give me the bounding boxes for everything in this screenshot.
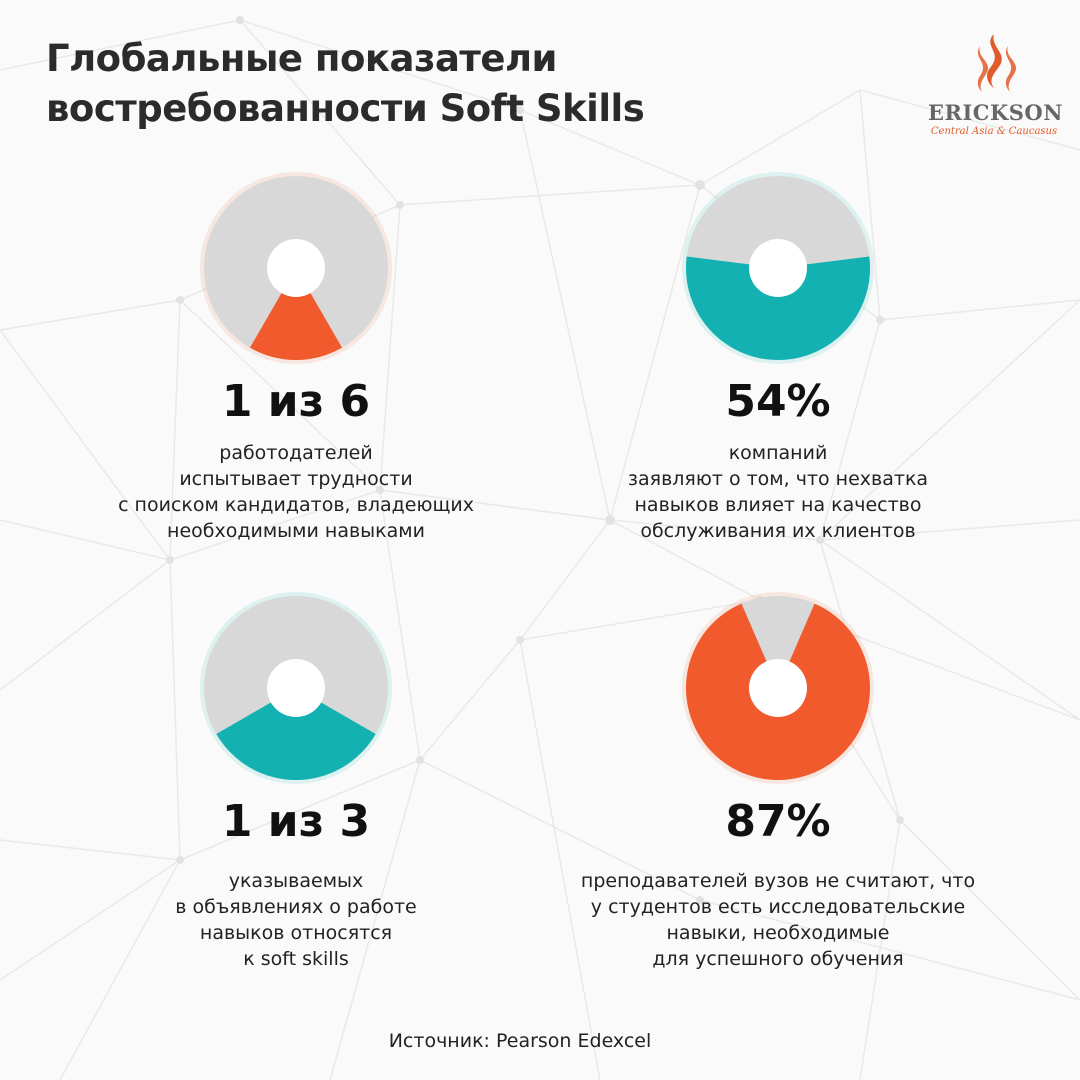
donut-hole <box>749 239 807 297</box>
title-line-1: Глобальные показатели <box>46 37 558 80</box>
description-line: навыков влияет на качество <box>634 494 922 516</box>
stat-description: указываемых в объявлениях о работе навык… <box>76 868 516 972</box>
description-line: преподавателей вузов не считают, что <box>580 870 976 892</box>
stat-job-ads: 1 из 3 указываемых в объявлениях о работ… <box>76 592 516 972</box>
value-slice <box>216 688 376 781</box>
description-line: указываемых <box>228 870 364 892</box>
donut-hole <box>267 239 325 297</box>
donut-hole <box>749 659 807 717</box>
value-slice <box>686 256 870 361</box>
description-line: навыки, необходимые <box>666 922 890 944</box>
description-line: в объявлениях о работе <box>175 896 417 918</box>
stat-employers: 1 из 6 работодателей испытывает трудност… <box>76 172 516 544</box>
title-line-2: востребованности Soft Skills <box>46 87 645 130</box>
logo-tagline: Central Asia & Caucasus <box>930 126 1058 137</box>
donut-hole <box>267 659 325 717</box>
description-line: у студентов есть исследовательские <box>590 896 966 918</box>
stat-teachers: 87% преподавателей вузов не считают, что… <box>558 592 998 972</box>
stat-description: работодателей испытывает трудности с пои… <box>76 440 516 544</box>
description-line: обслуживания их клиентов <box>640 520 916 542</box>
value-slice <box>249 268 343 361</box>
donut-chart-employers <box>200 172 392 364</box>
stat-value: 54% <box>725 376 831 427</box>
stat-description: преподавателей вузов не считают, что у с… <box>558 868 998 972</box>
stat-value: 1 из 3 <box>221 796 371 847</box>
description-line: для успешного обучения <box>652 948 904 970</box>
flame-icon <box>977 34 1017 92</box>
description-line: необходимыми навыками <box>167 520 425 542</box>
logo-name: ERICKSON <box>928 100 1063 125</box>
description-line: к soft skills <box>243 948 349 970</box>
stat-companies: 54% компаний заявляют о том, что нехватк… <box>558 172 998 544</box>
source-note: Источник: Pearson Edexcel <box>388 1030 652 1052</box>
logo: ERICKSON Central Asia & Caucasus <box>928 30 1063 142</box>
stat-description: компаний заявляют о том, что нехватка на… <box>558 440 998 544</box>
stat-value: 87% <box>725 796 831 847</box>
description-line: испытывает трудности <box>179 468 413 490</box>
description-line: работодателей <box>219 442 373 464</box>
page-title: Глобальные показатели востребованности S… <box>46 34 645 134</box>
donut-chart-companies <box>682 172 874 364</box>
stat-value: 1 из 6 <box>221 376 371 427</box>
donut-chart-teachers <box>682 592 874 784</box>
description-line: навыков относятся <box>199 922 393 944</box>
description-line: с поиском кандидатов, владеющих <box>118 494 474 516</box>
description-line: компаний <box>728 442 828 464</box>
description-line: заявляют о том, что нехватка <box>627 468 929 490</box>
donut-chart-job-ads <box>200 592 392 784</box>
